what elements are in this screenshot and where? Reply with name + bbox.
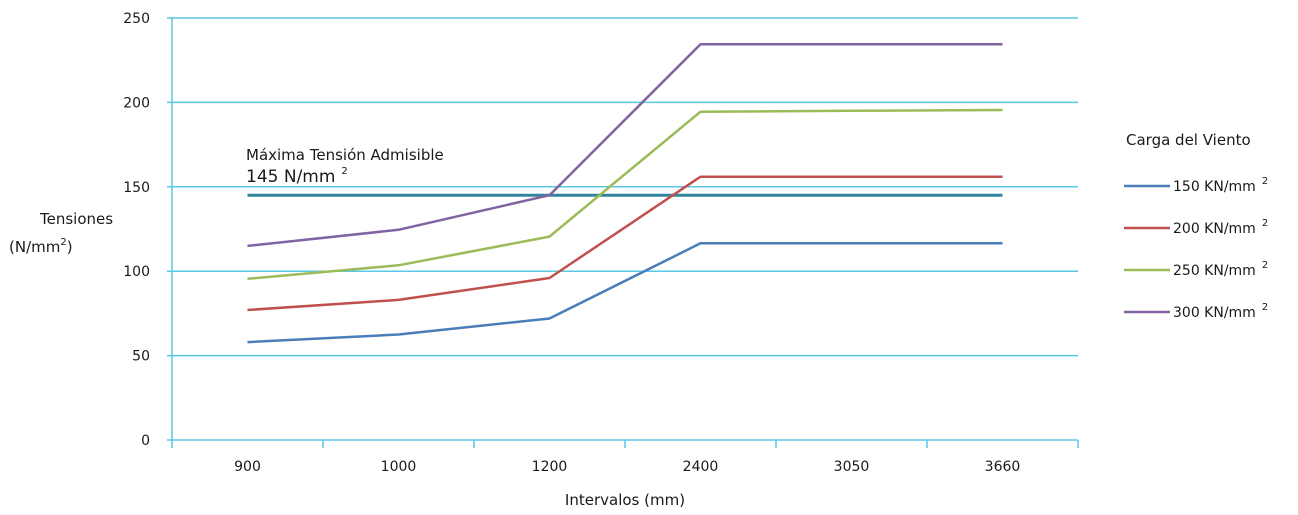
- legend-item: 250 KN/mm 2: [1124, 260, 1268, 279]
- max-stress-value: 145 N/mm 2: [246, 166, 348, 187]
- legend-label-text: 150 KN/mm: [1173, 179, 1256, 195]
- y-axis-title-unit: (N/mm2): [9, 237, 73, 256]
- y-tick-label: 150: [123, 180, 150, 196]
- legend-label: 250 KN/mm 2: [1173, 260, 1268, 279]
- y-axis-title-unit-sup: 2: [60, 237, 66, 248]
- x-axis: [167, 439, 1079, 448]
- series-line-2: [247, 175, 1003, 312]
- legend-label-sup: 2: [1262, 260, 1268, 271]
- series-line-4: [247, 42, 1003, 248]
- legend-label-sup: 2: [1262, 218, 1268, 229]
- series-line-3: [247, 108, 1003, 281]
- legend-title: Carga del Viento: [1126, 131, 1251, 149]
- series-lines: [247, 42, 1003, 344]
- max-stress-label: Máxima Tensión Admisible: [246, 146, 444, 164]
- legend-label-text: 250 KN/mm: [1173, 263, 1256, 279]
- legend-label: 150 KN/mm 2: [1173, 176, 1268, 195]
- legend-label-text: 200 KN/mm: [1173, 221, 1256, 237]
- y-axis-title-unit-text: (N/mm: [9, 238, 60, 256]
- y-axis-title: Tensiones (N/mm2): [9, 210, 113, 256]
- y-tick-label: 250: [123, 11, 150, 27]
- x-tick-label: 1000: [381, 459, 417, 475]
- max-stress-annotation: Máxima Tensión Admisible 145 N/mm 2: [246, 146, 444, 187]
- legend-item: 300 KN/mm 2: [1124, 302, 1268, 321]
- max-stress-value-sup: 2: [341, 166, 347, 177]
- x-axis-title: Intervalos (mm): [565, 491, 685, 509]
- legend-label-sup: 2: [1262, 176, 1268, 187]
- y-tick-label: 50: [132, 349, 150, 365]
- legend-label: 200 KN/mm 2: [1173, 218, 1268, 237]
- legend-item: 200 KN/mm 2: [1124, 218, 1268, 237]
- x-tick-label: 3660: [985, 459, 1021, 475]
- legend-label-sup: 2: [1262, 302, 1268, 313]
- y-axis-title-unit-close: ): [67, 238, 73, 256]
- y-tick-label: 100: [123, 264, 150, 280]
- series-line-1: [247, 242, 1003, 344]
- x-axis-tick-labels: 900 1000 1200 2400 3050 3660: [234, 459, 1020, 475]
- x-tick-label: 2400: [683, 459, 719, 475]
- y-axis-tick-labels: 0 50 100 150 200 250: [123, 11, 150, 449]
- legend-label: 300 KN/mm 2: [1173, 302, 1268, 321]
- y-axis-title-main: Tensiones: [39, 210, 113, 228]
- x-tick-label: 900: [234, 459, 261, 475]
- x-tick-label: 3050: [834, 459, 870, 475]
- x-tick-label: 1200: [532, 459, 568, 475]
- y-tick-label: 200: [123, 95, 150, 111]
- legend-label-text: 300 KN/mm: [1173, 305, 1256, 321]
- y-tick-label: 0: [141, 433, 150, 449]
- max-stress-value-text: 145 N/mm: [246, 167, 335, 187]
- legend-item: 150 KN/mm 2: [1124, 176, 1268, 195]
